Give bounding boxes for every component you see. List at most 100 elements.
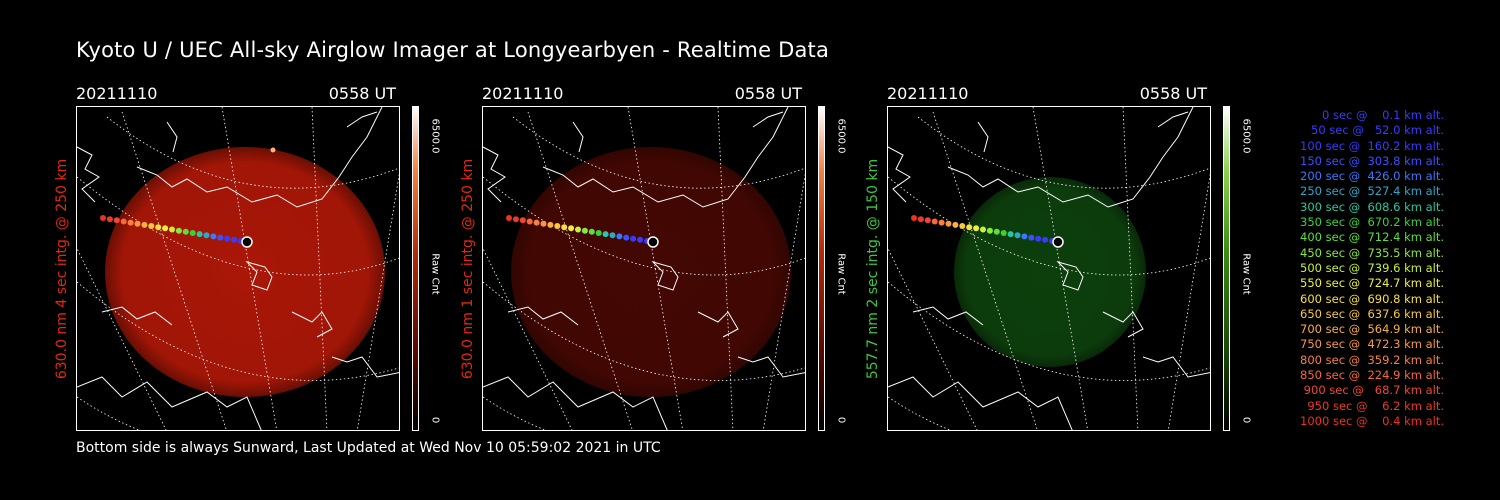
trajectory-point bbox=[210, 233, 217, 240]
trajectory-point bbox=[100, 215, 106, 221]
trajectory-point bbox=[630, 235, 637, 242]
legend-row: 350 sec @ 670.2 km alt. bbox=[1296, 215, 1444, 230]
trajectory-point bbox=[175, 227, 182, 234]
trajectory-point bbox=[189, 230, 196, 236]
trajectory-point bbox=[547, 221, 554, 228]
trajectory-point bbox=[980, 226, 986, 233]
panel-date: 20211110 bbox=[76, 84, 158, 103]
legend-row: 700 sec @ 564.9 km alt. bbox=[1296, 322, 1444, 337]
coastline bbox=[77, 107, 399, 430]
colorbar bbox=[1223, 106, 1230, 431]
legend-row: 50 sec @ 52.0 km alt. bbox=[1303, 123, 1444, 138]
trajectory-point bbox=[120, 218, 127, 225]
trajectory-point bbox=[106, 216, 113, 223]
trajectory-point bbox=[526, 218, 533, 225]
panel-630-1sec: 20211110 0558 UT 630.0 nm 1 sec intg. @ … bbox=[460, 84, 852, 434]
trajectory-point bbox=[134, 220, 141, 227]
colorbar-label: Raw Cnt bbox=[1240, 253, 1252, 295]
trajectory-point bbox=[575, 226, 581, 233]
trajectory-point bbox=[141, 221, 148, 228]
colorbar-max: 6500.0 bbox=[429, 118, 441, 154]
trajectory-point bbox=[203, 232, 210, 239]
colorbar-min: 0 bbox=[1240, 416, 1252, 424]
trajectory-point bbox=[182, 228, 189, 235]
trajectory-point bbox=[568, 225, 575, 232]
trajectory-point bbox=[217, 234, 224, 241]
colorbar-max: 6500.0 bbox=[1240, 118, 1252, 154]
trajectory-point bbox=[931, 218, 938, 225]
legend-row: 450 sec @ 735.5 km alt. bbox=[1296, 245, 1444, 260]
station-marker bbox=[1052, 236, 1064, 248]
legend-row: 600 sec @ 690.8 km alt. bbox=[1296, 291, 1444, 306]
panel-date: 20211110 bbox=[887, 84, 969, 103]
trajectory-point bbox=[533, 219, 540, 226]
trajectory-point bbox=[959, 223, 966, 229]
trajectory-point bbox=[506, 215, 512, 221]
trajectory-point bbox=[169, 226, 175, 233]
panel-date: 20211110 bbox=[482, 84, 564, 103]
trajectory-point bbox=[952, 221, 959, 228]
colorbar bbox=[818, 106, 825, 431]
trajectory-point bbox=[540, 220, 547, 227]
trajectory-point bbox=[616, 233, 623, 240]
colorbar bbox=[412, 106, 419, 431]
legend-row: 500 sec @ 739.6 km alt. bbox=[1296, 260, 1444, 275]
footer-status: Bottom side is always Sunward, Last Upda… bbox=[76, 440, 661, 456]
page-title: Kyoto U / UEC All-sky Airglow Imager at … bbox=[76, 38, 830, 62]
trajectory-point bbox=[231, 236, 238, 243]
legend-row: 650 sec @ 637.6 km alt. bbox=[1296, 306, 1444, 321]
panel-time: 0558 UT bbox=[1139, 84, 1207, 103]
trajectory-point bbox=[162, 225, 169, 232]
trajectory-legend: 0 sec @ 0.1 km alt. 50 sec @ 52.0 km alt… bbox=[1262, 108, 1444, 429]
allsky-image[interactable] bbox=[482, 106, 806, 431]
trajectory-point bbox=[581, 227, 588, 234]
satellite-trajectory bbox=[911, 215, 1064, 248]
station-marker bbox=[647, 236, 659, 248]
panel-time: 0558 UT bbox=[328, 84, 396, 103]
panel-557-2sec: 20211110 0558 UT 557.7 nm 2 sec intg. @ … bbox=[865, 84, 1257, 434]
legend-row: 200 sec @ 426.0 km alt. bbox=[1296, 169, 1444, 184]
latlon-grid bbox=[888, 107, 1210, 430]
trajectory-point bbox=[1021, 233, 1028, 240]
allsky-image[interactable] bbox=[76, 106, 400, 431]
trajectory-point bbox=[609, 232, 616, 239]
satellite-trajectory bbox=[100, 215, 253, 248]
airglow-disk bbox=[511, 147, 791, 397]
trajectory-point bbox=[917, 216, 924, 223]
trajectory-point bbox=[595, 230, 602, 236]
trajectory-point bbox=[561, 224, 568, 231]
trajectory-point bbox=[148, 223, 155, 229]
trajectory-point bbox=[519, 217, 526, 224]
colorbar-label: Raw Cnt bbox=[835, 253, 847, 295]
legend-row: 300 sec @ 608.6 km alt. bbox=[1296, 199, 1444, 214]
trajectory-point bbox=[993, 228, 1000, 235]
coastline bbox=[888, 107, 1210, 430]
legend-row: 900 sec @ 68.7 km alt. bbox=[1300, 383, 1444, 398]
trajectory-point bbox=[1028, 234, 1035, 241]
trajectory-point bbox=[1035, 235, 1042, 242]
trajectory-point bbox=[588, 228, 595, 235]
trajectory-point bbox=[554, 223, 561, 229]
trajectory-point bbox=[1000, 230, 1007, 236]
legend-row: 150 sec @ 303.8 km alt. bbox=[1296, 153, 1444, 168]
legend-row: 800 sec @ 359.2 km alt. bbox=[1296, 352, 1444, 367]
trajectory-point bbox=[911, 215, 917, 221]
trajectory-point bbox=[127, 219, 134, 226]
trajectory-point bbox=[966, 224, 973, 231]
legend-row: 0 sec @ 0.1 km alt. bbox=[1311, 108, 1444, 122]
allsky-image[interactable] bbox=[887, 106, 1211, 431]
trajectory-point bbox=[512, 216, 519, 223]
panel-ylabel: 557.7 nm 2 sec intg. @ 150 km bbox=[865, 158, 881, 379]
colorbar-min: 0 bbox=[835, 416, 847, 424]
trajectory-point bbox=[623, 234, 630, 241]
legend-row: 850 sec @ 224.9 km alt. bbox=[1296, 368, 1444, 383]
panel-ylabel: 630.0 nm 1 sec intg. @ 250 km bbox=[460, 158, 476, 379]
legend-row: 100 sec @ 160.2 km alt. bbox=[1296, 138, 1444, 153]
panel-ylabel: 630.0 nm 4 sec intg. @ 250 km bbox=[54, 158, 70, 379]
trajectory-point bbox=[637, 236, 644, 243]
trajectory-point bbox=[1014, 232, 1021, 239]
trajectory-point bbox=[924, 217, 931, 224]
airglow-disk bbox=[954, 177, 1146, 367]
trajectory-point bbox=[1007, 231, 1014, 238]
colorbar-max: 6500.0 bbox=[835, 118, 847, 154]
